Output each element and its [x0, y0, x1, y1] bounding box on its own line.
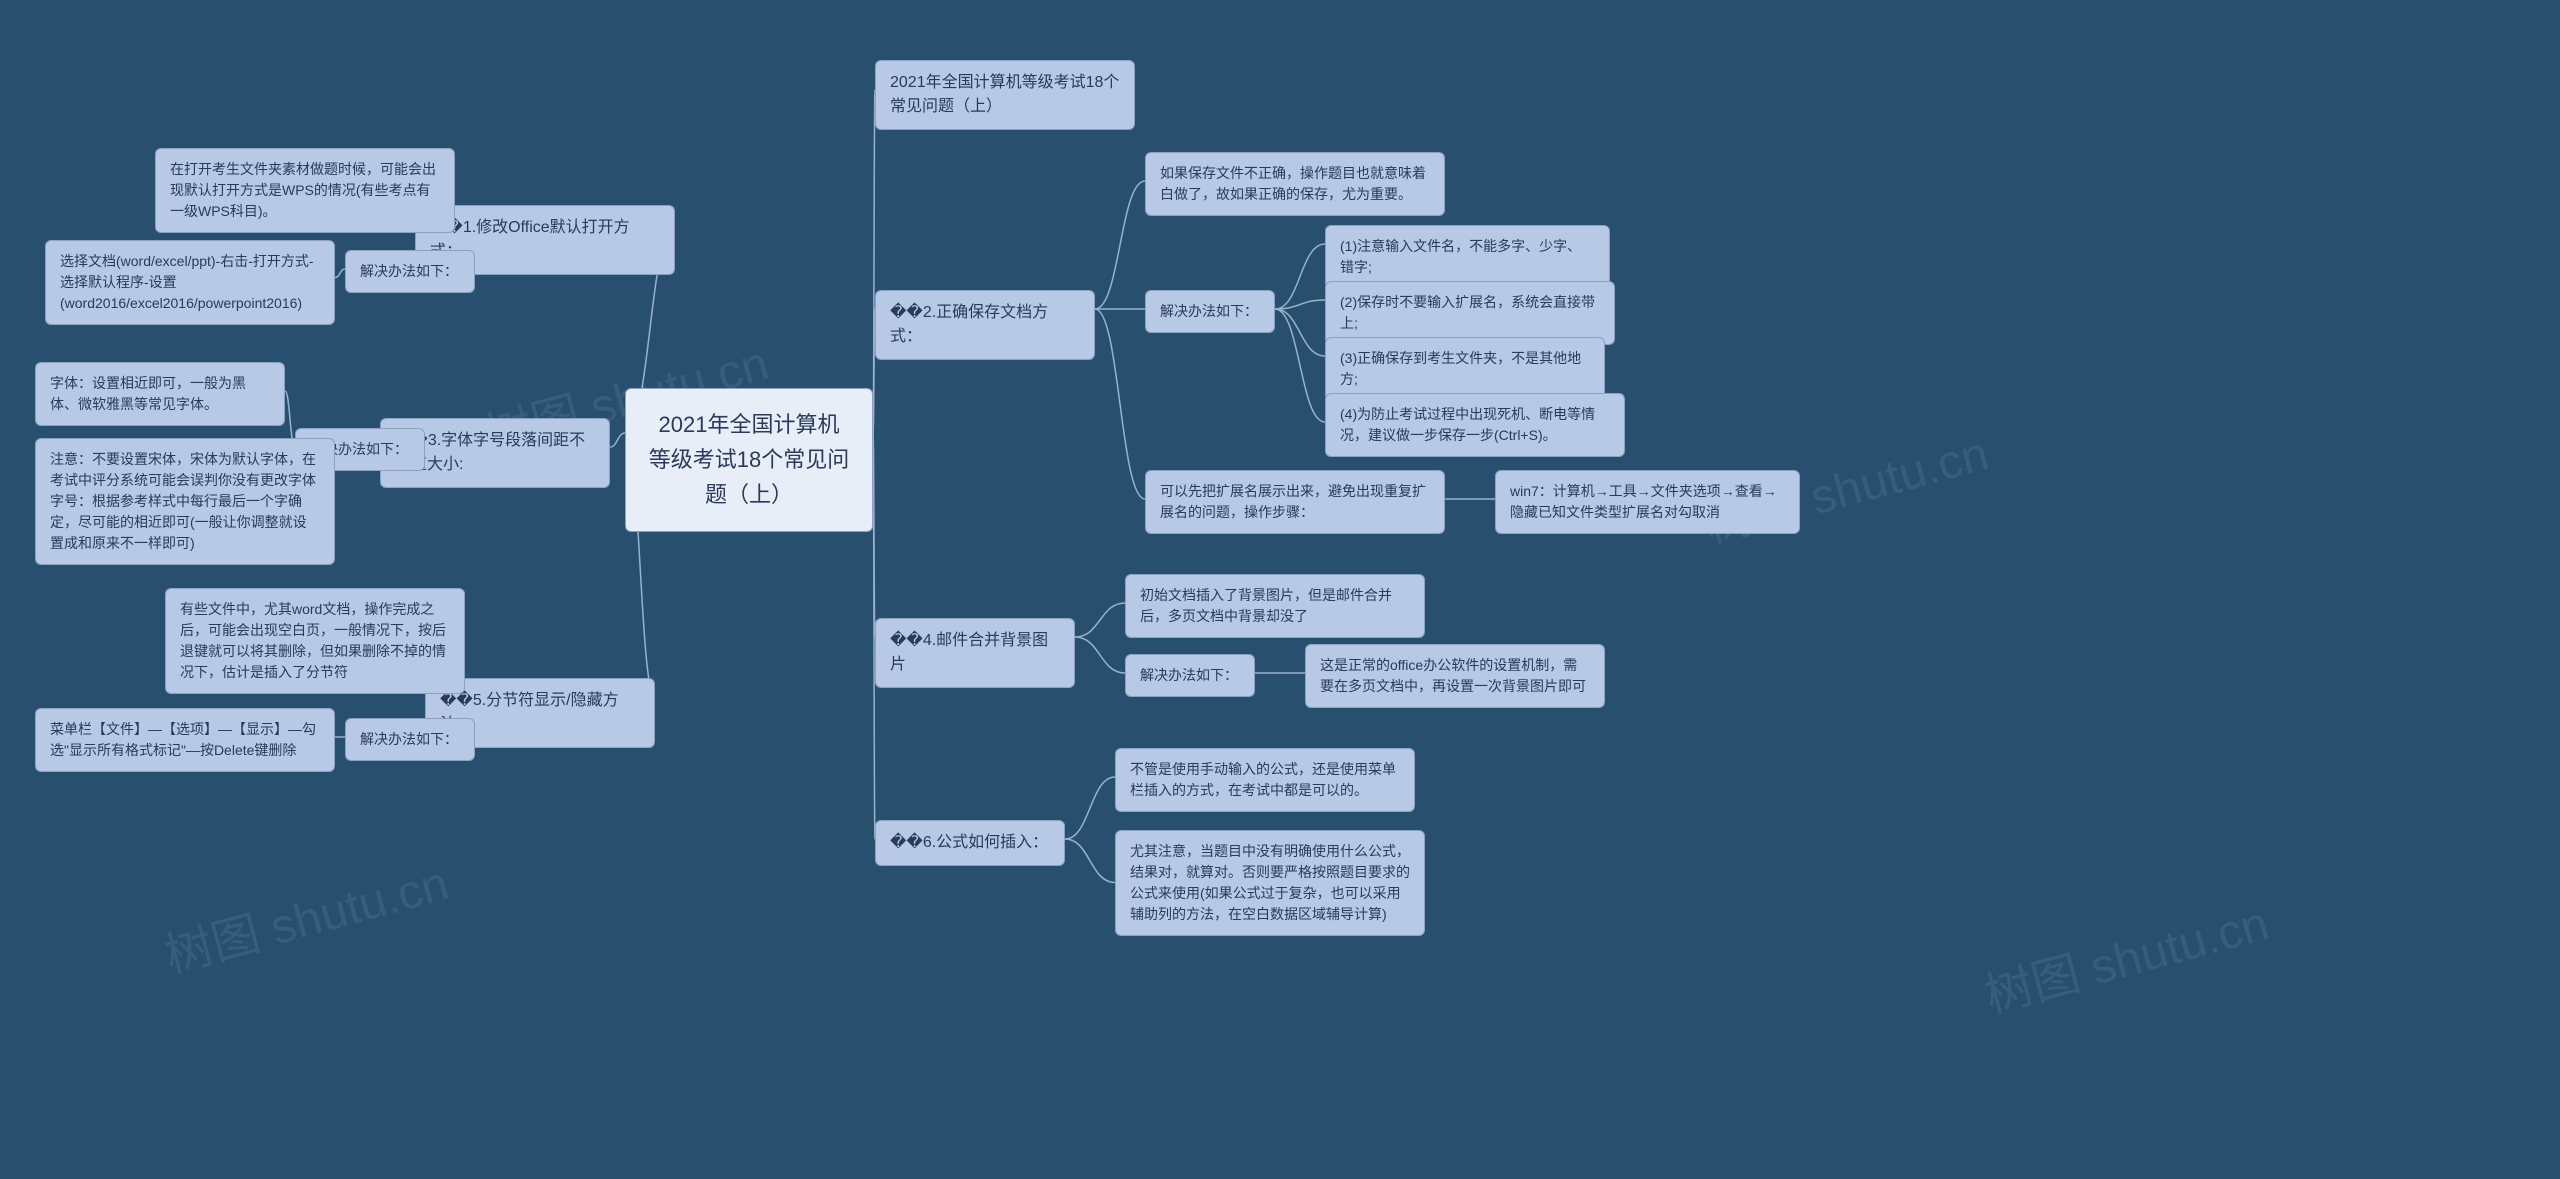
root-node: 2021年全国计算机等级考试18个常见问题（上）	[625, 388, 873, 532]
branch-node: ��4.邮件合并背景图片	[875, 618, 1075, 688]
leaf-node: (1)注意输入文件名，不能多字、少字、错字;	[1325, 225, 1610, 289]
leaf-node: 解决办法如下：	[1145, 290, 1275, 333]
leaf-node: 选择文档(word/excel/ppt)-右击-打开方式-选择默认程序-设置(w…	[45, 240, 335, 325]
branch-node: ��2.正确保存文档方式：	[875, 290, 1095, 360]
leaf-node: 不管是使用手动输入的公式，还是使用菜单栏插入的方式，在考试中都是可以的。	[1115, 748, 1415, 812]
watermark: 树图 shutu.cn	[156, 844, 455, 987]
leaf-node: 这是正常的office办公软件的设置机制，需要在多页文档中，再设置一次背景图片即…	[1305, 644, 1605, 708]
leaf-node: win7：计算机→工具→文件夹选项→查看→隐藏已知文件类型扩展名对勾取消	[1495, 470, 1800, 534]
leaf-node: 初始文档插入了背景图片，但是邮件合并后，多页文档中背景却没了	[1125, 574, 1425, 638]
leaf-node: (3)正确保存到考生文件夹，不是其他地方;	[1325, 337, 1605, 401]
leaf-node: 注意：不要设置宋体，宋体为默认字体，在考试中评分系统可能会误判你没有更改字体字号…	[35, 438, 335, 565]
leaf-node: 解决办法如下：	[345, 250, 475, 293]
leaf-node: 解决办法如下：	[1125, 654, 1255, 697]
branch-node: 2021年全国计算机等级考试18个常见问题（上）	[875, 60, 1135, 130]
branch-node: ��6.公式如何插入：	[875, 820, 1065, 866]
leaf-node: 解决办法如下：	[345, 718, 475, 761]
watermark: 树图 shutu.cn	[1976, 884, 2275, 1027]
leaf-node: 可以先把扩展名展示出来，避免出现重复扩展名的问题，操作步骤：	[1145, 470, 1445, 534]
leaf-node: 如果保存文件不正确，操作题目也就意味着白做了，故如果正确的保存，尤为重要。	[1145, 152, 1445, 216]
leaf-node: 字体：设置相近即可，一般为黑体、微软雅黑等常见字体。	[35, 362, 285, 426]
leaf-node: 有些文件中，尤其word文档，操作完成之后，可能会出现空白页，一般情况下，按后退…	[165, 588, 465, 694]
leaf-node: 尤其注意，当题目中没有明确使用什么公式，结果对，就算对。否则要严格按照题目要求的…	[1115, 830, 1425, 936]
leaf-node: (4)为防止考试过程中出现死机、断电等情况，建议做一步保存一步(Ctrl+S)。	[1325, 393, 1625, 457]
leaf-node: 菜单栏【文件】—【选项】—【显示】—勾选"显示所有格式标记"—按Delete键删…	[35, 708, 335, 772]
leaf-node: 在打开考生文件夹素材做题时候，可能会出现默认打开方式是WPS的情况(有些考点有一…	[155, 148, 455, 233]
leaf-node: (2)保存时不要输入扩展名，系统会直接带上;	[1325, 281, 1615, 345]
